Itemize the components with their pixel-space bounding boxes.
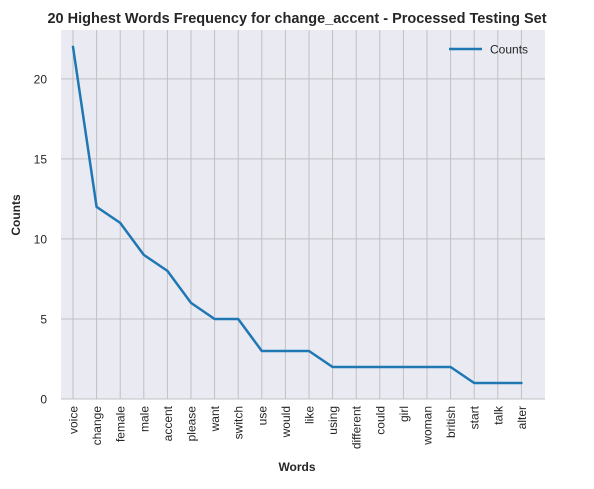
series-lines bbox=[71, 45, 523, 385]
x-tick-label: voice bbox=[67, 406, 81, 434]
legend: Counts bbox=[449, 43, 528, 57]
x-tick-label: girl bbox=[397, 406, 411, 422]
grid-lines bbox=[61, 30, 545, 400]
x-tick-label: british bbox=[444, 406, 458, 438]
x-tick-label: start bbox=[468, 405, 482, 429]
x-tick-label: accent bbox=[161, 405, 175, 441]
legend-label-counts: Counts bbox=[490, 43, 528, 57]
y-tick-label: 10 bbox=[34, 232, 48, 246]
x-axis-label: Words bbox=[278, 460, 315, 474]
x-tick-label: want bbox=[208, 405, 222, 432]
x-tick-label: alter bbox=[515, 406, 529, 429]
x-tick-label: using bbox=[326, 406, 340, 435]
x-tick-label: woman bbox=[421, 406, 435, 446]
x-tick-label: switch bbox=[232, 406, 246, 439]
x-tick-label: change bbox=[90, 406, 104, 446]
x-tick-label: female bbox=[114, 406, 128, 442]
series-line-counts bbox=[71, 45, 523, 385]
chart-title: 20 Highest Words Frequency for change_ac… bbox=[47, 11, 546, 27]
x-tick-label: could bbox=[373, 406, 387, 435]
tick-labels: 0 5 10 15 20 voice change female male accent pleas… bbox=[34, 72, 529, 449]
y-tick-label: 0 bbox=[40, 393, 47, 407]
plot-background bbox=[61, 30, 545, 399]
y-tick-label: 15 bbox=[34, 152, 48, 166]
y-tick-label: 20 bbox=[34, 72, 48, 86]
x-tick-label: male bbox=[137, 406, 151, 432]
x-tick-label: please bbox=[185, 406, 199, 442]
x-tick-label: use bbox=[255, 406, 269, 426]
y-axis-label: Counts bbox=[9, 194, 23, 236]
x-tick-label: like bbox=[303, 406, 317, 424]
x-tick-label: different bbox=[350, 405, 364, 449]
y-tick-label: 5 bbox=[40, 312, 47, 326]
x-tick-label: would bbox=[279, 406, 293, 438]
x-tick-label: talk bbox=[491, 405, 505, 425]
